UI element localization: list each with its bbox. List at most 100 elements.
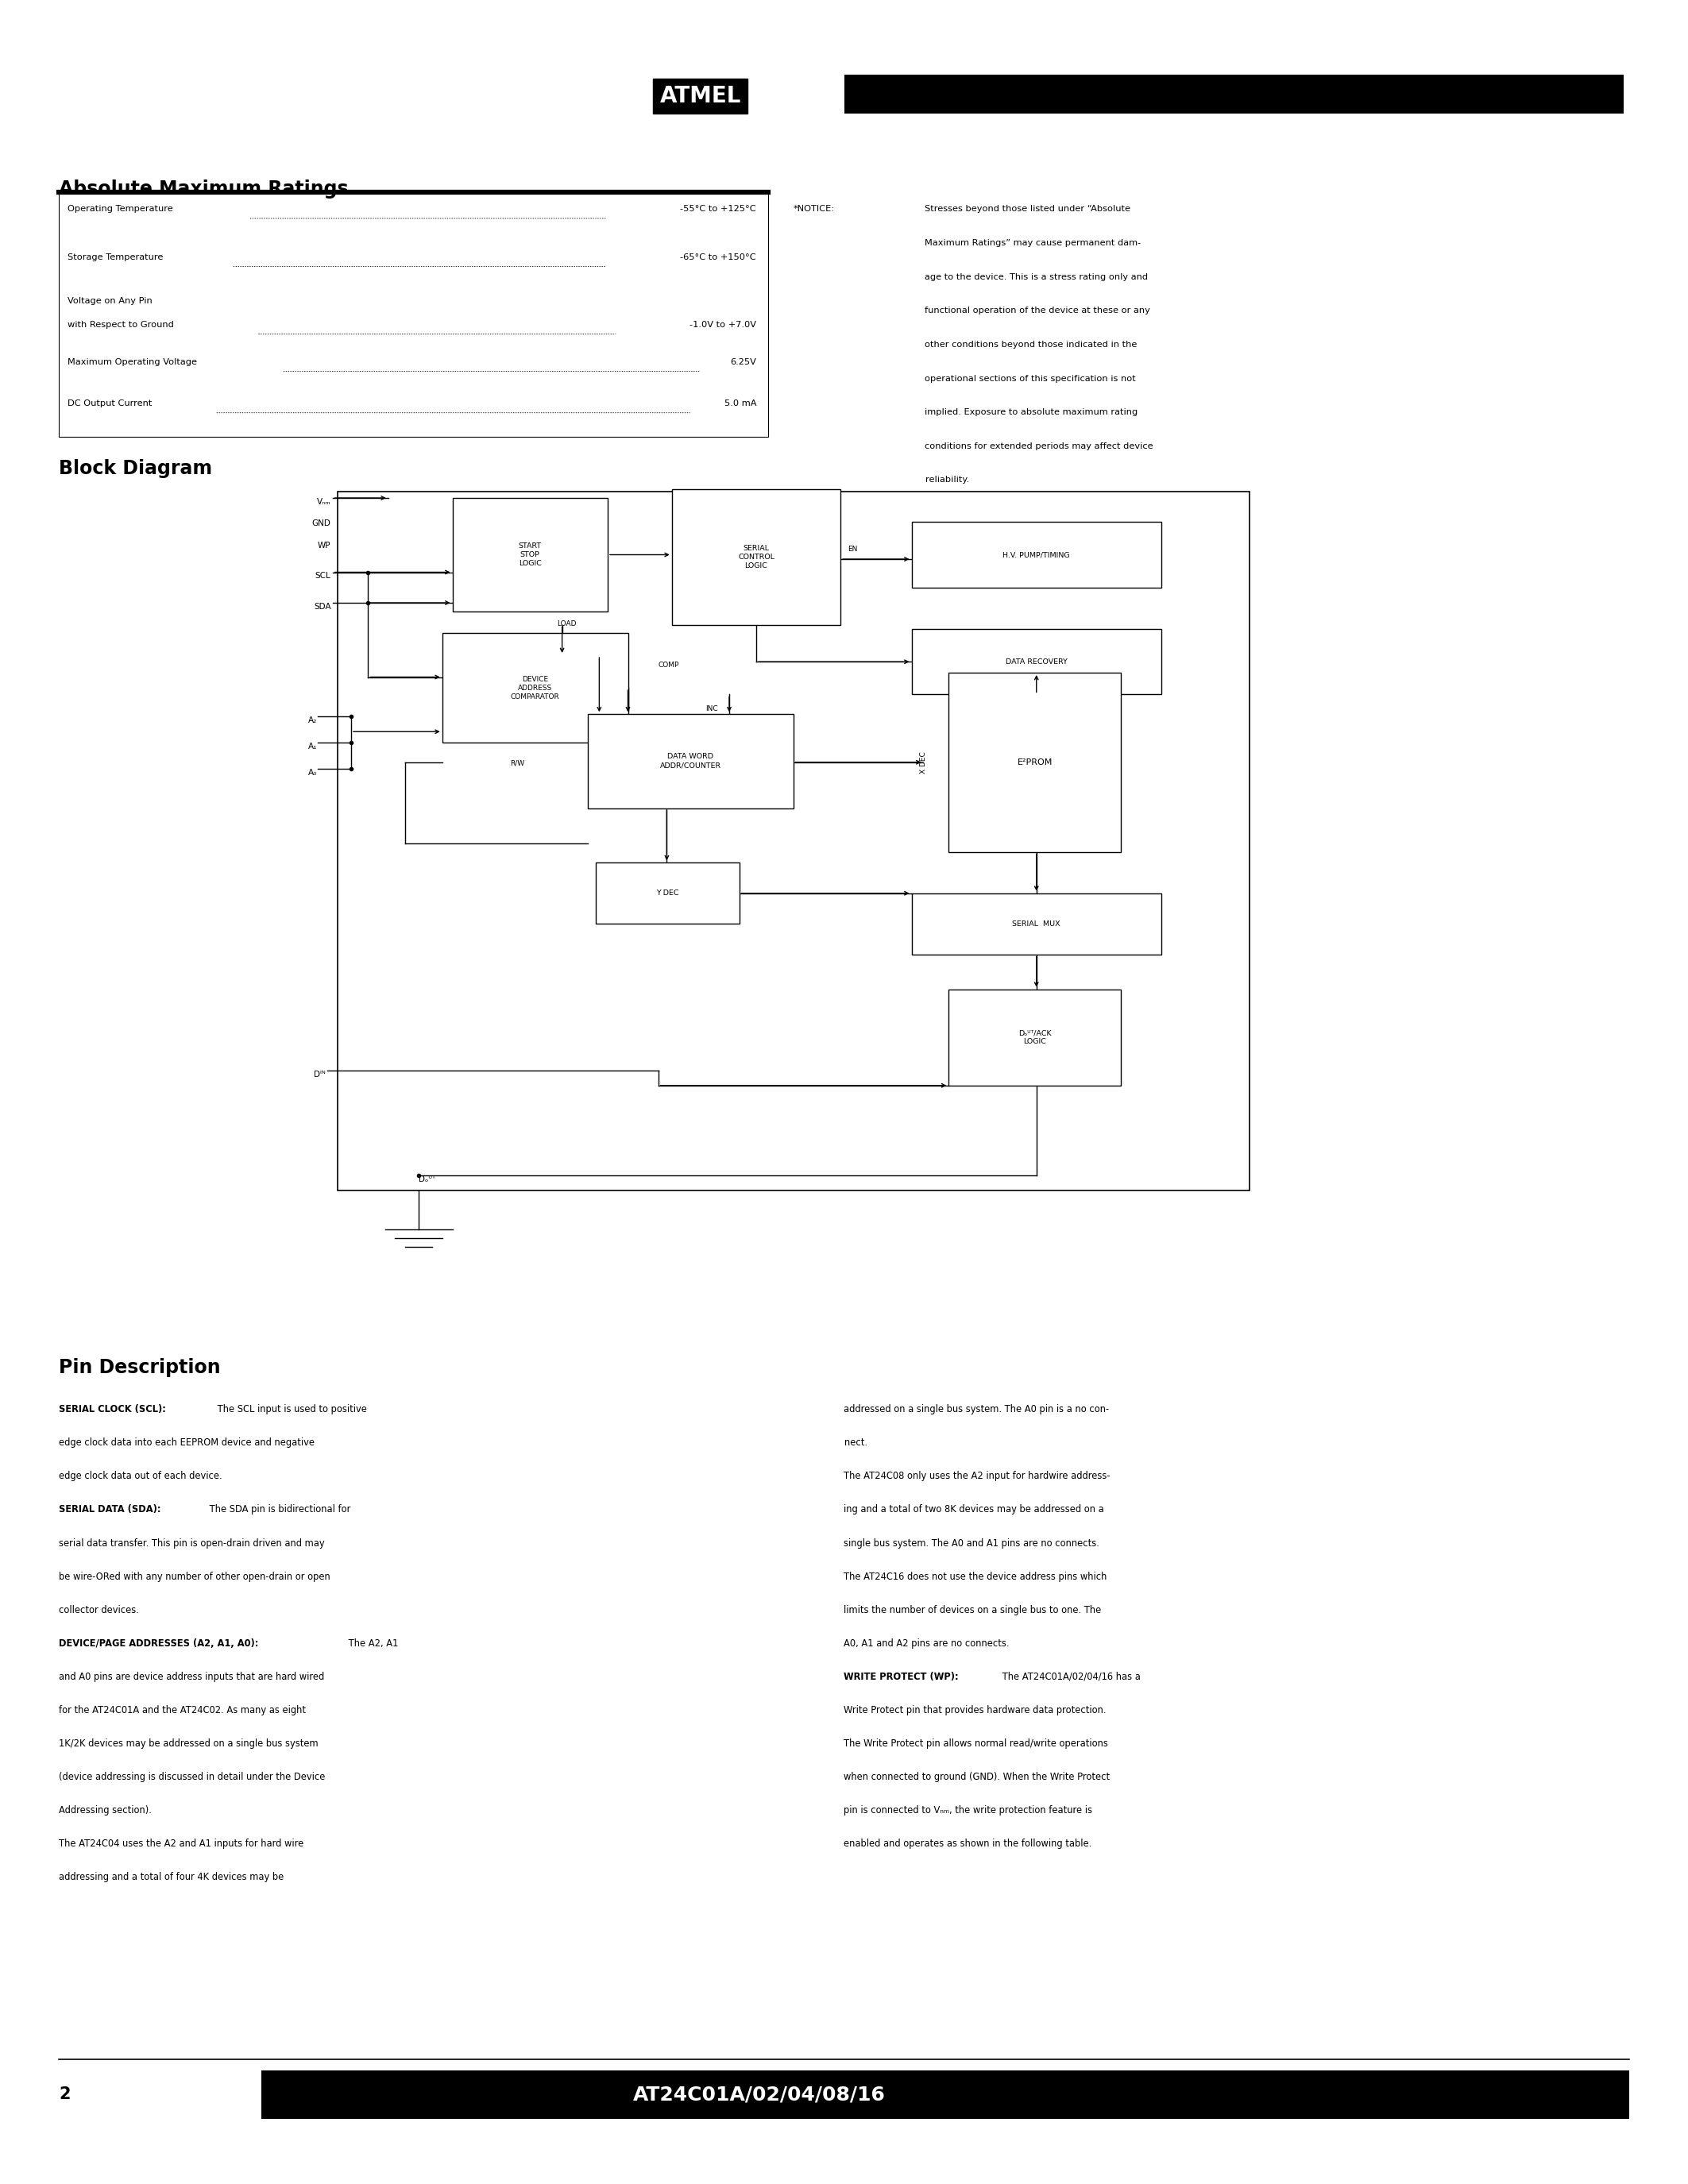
- Text: A0, A1 and A2 pins are no connects.: A0, A1 and A2 pins are no connects.: [844, 1638, 1009, 1649]
- Text: Dₒᵁᵀ: Dₒᵁᵀ: [419, 1175, 436, 1184]
- Text: DEVICE
ADDRESS
COMPARATOR: DEVICE ADDRESS COMPARATOR: [510, 675, 560, 701]
- Text: functional operation of the device at these or any: functional operation of the device at th…: [925, 306, 1151, 314]
- Text: enabled and operates as shown in the following table.: enabled and operates as shown in the fol…: [844, 1839, 1092, 1850]
- Text: The AT24C08 only uses the A2 input for hardwire address-: The AT24C08 only uses the A2 input for h…: [844, 1472, 1111, 1481]
- Text: DEVICE/PAGE ADDRESSES (A2, A1, A0):: DEVICE/PAGE ADDRESSES (A2, A1, A0):: [59, 1638, 258, 1649]
- Text: SERIAL CLOCK (SCL):: SERIAL CLOCK (SCL):: [59, 1404, 165, 1415]
- Text: 2: 2: [59, 2086, 71, 2103]
- Text: when connected to ground (GND). When the Write Protect: when connected to ground (GND). When the…: [844, 1771, 1111, 1782]
- Text: implied. Exposure to absolute maximum rating: implied. Exposure to absolute maximum ra…: [925, 408, 1138, 417]
- Text: The AT24C16 does not use the device address pins which: The AT24C16 does not use the device addr…: [844, 1570, 1107, 1581]
- Text: Storage Temperature: Storage Temperature: [68, 253, 164, 262]
- Text: -1.0V to +7.0V: -1.0V to +7.0V: [689, 321, 756, 330]
- Text: LOAD: LOAD: [587, 705, 608, 712]
- Text: Dᴵᴺ: Dᴵᴺ: [314, 1070, 326, 1079]
- Text: AT24C01A/02/04/08/16: AT24C01A/02/04/08/16: [633, 2086, 886, 2103]
- Text: (device addressing is discussed in detail under the Device: (device addressing is discussed in detai…: [59, 1771, 326, 1782]
- Text: serial data transfer. This pin is open-drain driven and may: serial data transfer. This pin is open-d…: [59, 1538, 324, 1548]
- Text: other conditions beyond those indicated in the: other conditions beyond those indicated …: [925, 341, 1138, 349]
- Text: be wire-ORed with any number of other open-drain or open: be wire-ORed with any number of other op…: [59, 1570, 331, 1581]
- FancyBboxPatch shape: [912, 893, 1161, 954]
- FancyBboxPatch shape: [262, 2070, 1629, 2118]
- Text: DATA WORD
ADDR/COUNTER: DATA WORD ADDR/COUNTER: [660, 753, 721, 769]
- Text: for the AT24C01A and the AT24C02. As many as eight: for the AT24C01A and the AT24C02. As man…: [59, 1706, 306, 1714]
- Text: nect.: nect.: [844, 1437, 868, 1448]
- Text: EN: EN: [847, 546, 858, 553]
- Text: A₁: A₁: [309, 743, 317, 751]
- Text: INC: INC: [706, 705, 717, 712]
- Text: SERIAL  MUX: SERIAL MUX: [1013, 919, 1060, 928]
- Text: Maximum Operating Voltage: Maximum Operating Voltage: [68, 358, 197, 367]
- FancyBboxPatch shape: [596, 863, 739, 924]
- FancyBboxPatch shape: [912, 522, 1161, 587]
- Text: -65°C to +150°C: -65°C to +150°C: [680, 253, 756, 262]
- Text: WRITE PROTECT (WP):: WRITE PROTECT (WP):: [844, 1671, 959, 1682]
- FancyBboxPatch shape: [452, 498, 608, 612]
- Text: The AT24C04 uses the A2 and A1 inputs for hard wire: The AT24C04 uses the A2 and A1 inputs fo…: [59, 1839, 304, 1850]
- Text: A₀: A₀: [309, 769, 317, 778]
- Text: DC Output Current: DC Output Current: [68, 400, 152, 408]
- Text: Write Protect pin that provides hardware data protection.: Write Protect pin that provides hardware…: [844, 1706, 1107, 1714]
- Text: collector devices.: collector devices.: [59, 1605, 138, 1616]
- FancyBboxPatch shape: [949, 989, 1121, 1085]
- Text: age to the device. This is a stress rating only and: age to the device. This is a stress rati…: [925, 273, 1148, 282]
- Text: LOAD: LOAD: [557, 620, 577, 627]
- Text: The A2, A1: The A2, A1: [346, 1638, 398, 1649]
- Text: Absolute Maximum Ratings: Absolute Maximum Ratings: [59, 179, 349, 199]
- Text: limits the number of devices on a single bus to one. The: limits the number of devices on a single…: [844, 1605, 1102, 1616]
- Text: edge clock data out of each device.: edge clock data out of each device.: [59, 1472, 223, 1481]
- Text: X DEC: X DEC: [920, 751, 927, 773]
- Text: Block Diagram: Block Diagram: [59, 459, 213, 478]
- FancyBboxPatch shape: [59, 192, 768, 437]
- Text: ATMEL: ATMEL: [660, 85, 741, 107]
- Text: E²PROM: E²PROM: [1018, 758, 1052, 767]
- Text: -55°C to +125°C: -55°C to +125°C: [680, 205, 756, 214]
- Text: addressing and a total of four 4K devices may be: addressing and a total of four 4K device…: [59, 1872, 284, 1883]
- FancyBboxPatch shape: [912, 629, 1161, 695]
- Text: reliability.: reliability.: [925, 476, 969, 485]
- Text: Vₙₘ: Vₙₘ: [317, 498, 331, 507]
- Text: 6.25V: 6.25V: [731, 358, 756, 367]
- Text: with Respect to Ground: with Respect to Ground: [68, 321, 174, 330]
- Text: DATA RECOVERY: DATA RECOVERY: [1006, 657, 1067, 666]
- Text: START
STOP
LOGIC: START STOP LOGIC: [518, 542, 542, 568]
- Text: A₂: A₂: [309, 716, 317, 725]
- Text: 1K/2K devices may be addressed on a single bus system: 1K/2K devices may be addressed on a sing…: [59, 1738, 319, 1749]
- Text: *NOTICE:: *NOTICE:: [793, 205, 836, 214]
- Text: SCL: SCL: [316, 572, 331, 581]
- FancyBboxPatch shape: [442, 633, 628, 743]
- Text: R/W: R/W: [510, 760, 525, 767]
- Text: pin is connected to Vₙₘ, the write protection feature is: pin is connected to Vₙₘ, the write prote…: [844, 1806, 1092, 1815]
- FancyBboxPatch shape: [672, 489, 841, 625]
- Text: Stresses beyond those listed under “Absolute: Stresses beyond those listed under “Abso…: [925, 205, 1131, 214]
- Text: addressed on a single bus system. The A0 pin is a no con-: addressed on a single bus system. The A0…: [844, 1404, 1109, 1415]
- Text: H.V. PUMP/TIMING: H.V. PUMP/TIMING: [1003, 550, 1070, 559]
- Text: Operating Temperature: Operating Temperature: [68, 205, 172, 214]
- Text: WP: WP: [317, 542, 331, 550]
- FancyBboxPatch shape: [844, 74, 1624, 114]
- Text: The Write Protect pin allows normal read/write operations: The Write Protect pin allows normal read…: [844, 1738, 1109, 1749]
- Text: Addressing section).: Addressing section).: [59, 1806, 152, 1815]
- Text: Pin Description: Pin Description: [59, 1358, 221, 1378]
- Text: conditions for extended periods may affect device: conditions for extended periods may affe…: [925, 441, 1153, 450]
- FancyBboxPatch shape: [949, 673, 1121, 852]
- Text: The AT24C01A/02/04/16 has a: The AT24C01A/02/04/16 has a: [999, 1671, 1141, 1682]
- Text: 5.0 mA: 5.0 mA: [724, 400, 756, 408]
- Text: and A0 pins are device address inputs that are hard wired: and A0 pins are device address inputs th…: [59, 1671, 324, 1682]
- Text: GND: GND: [312, 520, 331, 529]
- Text: Y DEC: Y DEC: [657, 889, 679, 898]
- Text: Voltage on Any Pin: Voltage on Any Pin: [68, 297, 152, 306]
- FancyBboxPatch shape: [587, 714, 793, 808]
- Text: COMP: COMP: [658, 662, 679, 668]
- Text: Maximum Ratings” may cause permanent dam-: Maximum Ratings” may cause permanent dam…: [925, 240, 1141, 247]
- Text: SERIAL DATA (SDA):: SERIAL DATA (SDA):: [59, 1505, 160, 1516]
- Text: ing and a total of two 8K devices may be addressed on a: ing and a total of two 8K devices may be…: [844, 1505, 1104, 1516]
- Text: SERIAL
CONTROL
LOGIC: SERIAL CONTROL LOGIC: [738, 544, 775, 570]
- Text: SDA: SDA: [314, 603, 331, 612]
- Text: Dₒᵁᵀ/ACK
LOGIC: Dₒᵁᵀ/ACK LOGIC: [1018, 1029, 1052, 1046]
- Text: The SDA pin is bidirectional for: The SDA pin is bidirectional for: [206, 1505, 351, 1516]
- Text: operational sections of this specification is not: operational sections of this specificati…: [925, 373, 1136, 382]
- Text: The SCL input is used to positive: The SCL input is used to positive: [214, 1404, 366, 1415]
- Text: single bus system. The A0 and A1 pins are no connects.: single bus system. The A0 and A1 pins ar…: [844, 1538, 1099, 1548]
- Text: edge clock data into each EEPROM device and negative: edge clock data into each EEPROM device …: [59, 1437, 316, 1448]
